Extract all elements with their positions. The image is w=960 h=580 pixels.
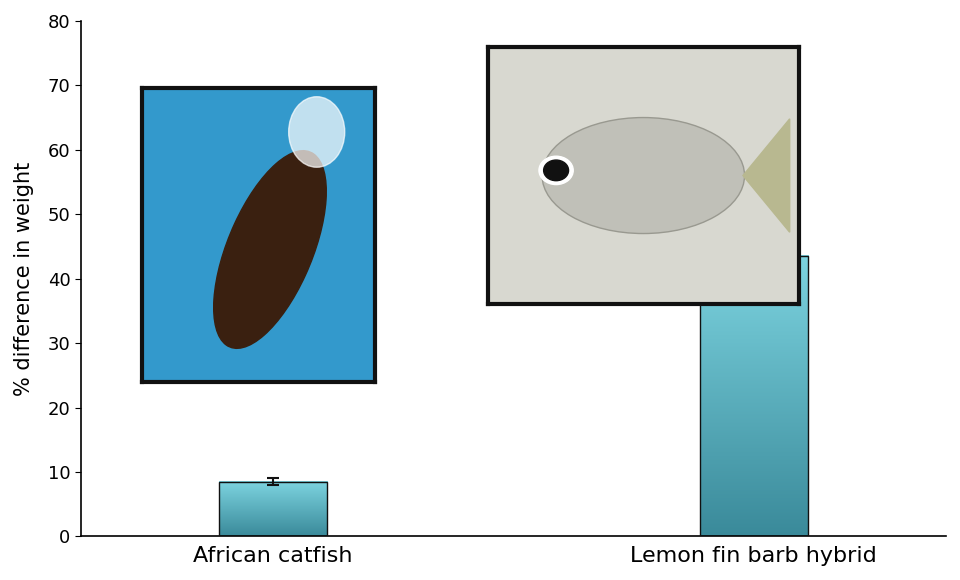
Y-axis label: % difference in weight: % difference in weight (13, 161, 34, 396)
Bar (219, 481, 327, 536)
Bar (700, 256, 808, 536)
